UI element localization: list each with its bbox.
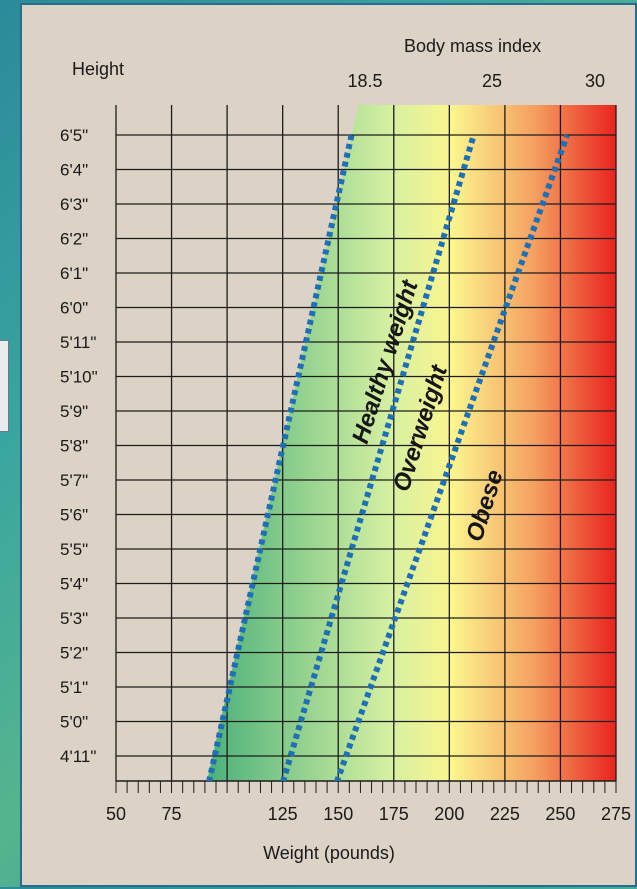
- chart-grid: [115, 105, 617, 782]
- y-tick-label: 6'1": [60, 264, 88, 283]
- background-window-edge: [0, 340, 9, 432]
- x-tick-label: 150: [323, 804, 353, 824]
- y-tick-label: 5'0": [60, 713, 88, 732]
- zone-fill: [207, 105, 616, 781]
- y-tick-label: 6'5": [60, 126, 88, 145]
- bmi-tick-label: 25: [482, 71, 502, 91]
- x-tick-label: 275: [601, 804, 631, 824]
- bmi-lines: [206, 133, 570, 781]
- y-tick-label: 5'11": [60, 333, 96, 352]
- y-axis-title: Height: [72, 59, 124, 79]
- y-tick-label: 5'8": [60, 437, 88, 456]
- y-tick-label: 5'2": [60, 644, 88, 663]
- bmi-line-18.5: [206, 134, 355, 781]
- y-tick-label: 5'6": [60, 506, 88, 525]
- bmi-chart: Height Body mass index Weight (pounds) 6…: [60, 36, 631, 863]
- x-tick-label: 250: [545, 804, 575, 824]
- y-tick-label: 5'7": [60, 471, 88, 490]
- bmi-chart-panel: Height Body mass index Weight (pounds) 6…: [20, 3, 637, 887]
- bmi-line-30: [333, 133, 570, 781]
- y-tick-label: 5'3": [60, 609, 88, 628]
- y-tick-label: 4'11": [60, 747, 96, 766]
- y-tick-label: 6'3": [60, 195, 88, 214]
- y-tick-label: 5'10": [60, 368, 98, 387]
- x-tick-label: 175: [379, 804, 409, 824]
- x-tick-label: 225: [490, 804, 520, 824]
- y-tick-label: 5'5": [60, 540, 88, 559]
- bmi-tick-label: 30: [585, 71, 605, 91]
- y-tick-label: 5'9": [60, 402, 88, 421]
- y-tick-label: 5'1": [60, 678, 88, 697]
- y-tick-label: 6'0": [60, 299, 88, 318]
- y-tick-label: 5'4": [60, 575, 88, 594]
- x-minor-ticks: [115, 781, 617, 793]
- x-tick-label: 125: [268, 804, 298, 824]
- x-tick-label: 75: [162, 804, 182, 824]
- bmi-tick-label: 18.5: [347, 71, 382, 91]
- y-tick-label: 6'4": [60, 161, 88, 180]
- bmi-tick-labels: 18.5 25 30: [347, 71, 605, 91]
- top-axis-title: Body mass index: [404, 36, 541, 56]
- x-tick-label: 50: [106, 804, 126, 824]
- weight-zone-gradient: [207, 105, 616, 781]
- x-axis-title: Weight (pounds): [263, 843, 395, 863]
- x-tick-label: 200: [434, 804, 464, 824]
- bmi-line-25: [280, 134, 477, 781]
- y-tick-labels: 6'5" 6'4" 6'3" 6'2" 6'1" 6'0" 5'11" 5'10" 5'9" 5'…: [60, 126, 98, 766]
- y-tick-label: 6'2": [60, 230, 88, 249]
- x-tick-labels: 50 75 125 150 175 200 225 250 275: [106, 804, 631, 824]
